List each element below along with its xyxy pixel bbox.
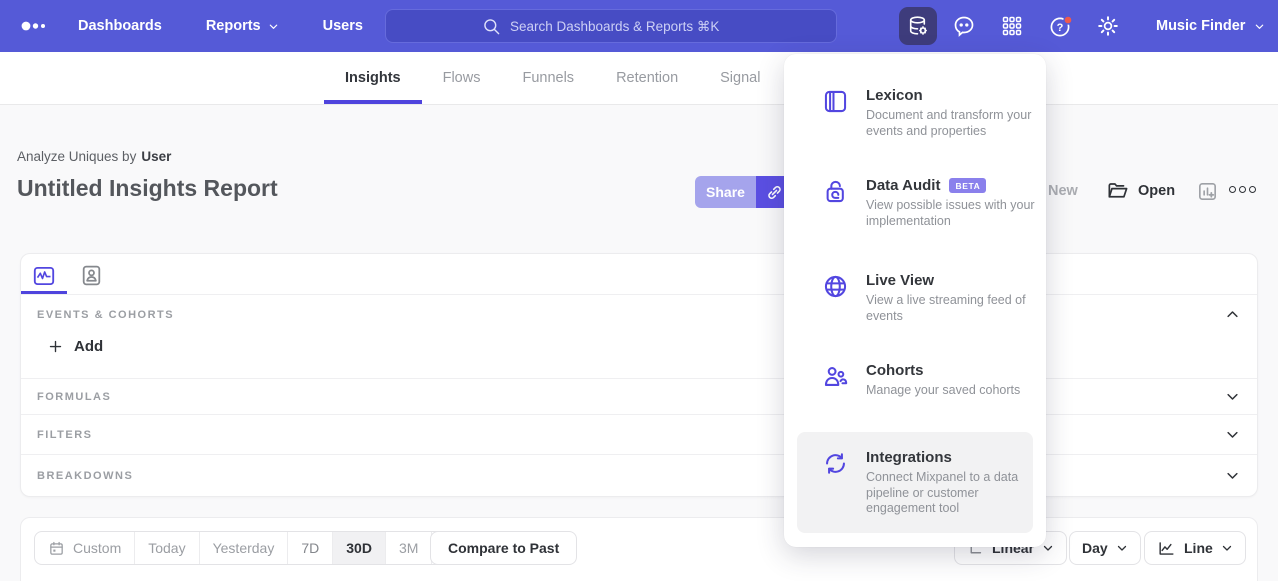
add-to-dashboard-button[interactable] [1196, 180, 1219, 203]
share-button[interactable]: Share [695, 176, 756, 208]
add-event-button[interactable]: Add [48, 338, 103, 355]
menu-item-integrations[interactable]: Integrations Connect Mixpanel to a data … [822, 449, 1030, 517]
more-options-button[interactable] [1229, 186, 1256, 193]
interval-dropdown[interactable]: Day [1069, 531, 1141, 565]
chevron-down-icon [1227, 431, 1238, 438]
active-tab-underline [21, 291, 67, 294]
date-yesterday-button[interactable]: Yesterday [198, 532, 288, 564]
apps-grid-button[interactable] [1000, 14, 1024, 38]
menu-item-lexicon[interactable]: Lexicon Document and transform your even… [822, 87, 1031, 139]
menu-item-cohorts[interactable]: Cohorts Manage your saved cohorts [822, 362, 1030, 399]
data-audit-lock-icon [826, 180, 844, 203]
date-today-button[interactable]: Today [134, 532, 198, 564]
chevron-down-icon [1227, 393, 1238, 400]
nav-reports[interactable]: Reports [206, 18, 279, 34]
calendar-icon [50, 541, 63, 555]
grid-icon [1002, 16, 1022, 36]
gear-icon [1098, 16, 1118, 36]
chevron-down-icon [1256, 24, 1264, 29]
tab-flows[interactable]: Flows [442, 70, 481, 86]
chart-add-icon [1199, 183, 1216, 200]
chevron-down-icon [1227, 472, 1238, 479]
filters-section-row[interactable]: FILTERS [21, 414, 1257, 454]
query-builder-panel: EVENTS & COHORTS Add FORMULAS FILTERS BR… [20, 253, 1258, 497]
breakdowns-section-row[interactable]: BREAKDOWNS [21, 454, 1257, 496]
filters-header: FILTERS [37, 428, 93, 441]
tab-funnels[interactable]: Funnels [522, 70, 575, 86]
notification-dot [1063, 15, 1073, 25]
lexicon-book-icon [824, 90, 847, 113]
cohorts-people-icon [824, 367, 848, 386]
formulas-header: FORMULAS [37, 390, 112, 403]
tab-user-profiles[interactable] [79, 263, 105, 289]
collapse-events-button[interactable] [1225, 307, 1240, 322]
chevron-up-icon [1227, 311, 1238, 318]
data-management-button[interactable] [899, 7, 937, 45]
link-icon [767, 185, 781, 199]
svg-text:?: ? [1057, 22, 1064, 34]
globe-icon [824, 275, 847, 298]
project-switcher[interactable]: Music Finder [1156, 0, 1265, 52]
line-chart-icon [1159, 541, 1174, 555]
builder-sections: FORMULAS FILTERS BREAKDOWNS [21, 378, 1257, 496]
analysis-entity[interactable]: User [141, 149, 172, 164]
user-card-icon [82, 265, 101, 286]
date-30d-button[interactable]: 30D [332, 532, 385, 564]
compare-to-past-button[interactable]: Compare to Past [430, 531, 578, 565]
share-split-button: Share [695, 176, 792, 208]
chevron-down-icon [1222, 545, 1231, 551]
global-search[interactable] [385, 9, 837, 43]
chart-controls-panel: Custom Today Yesterday 7D 30D 3M 6M 12M … [20, 517, 1258, 581]
chart-type-dropdown[interactable]: Line [1144, 531, 1246, 565]
date-3m-button[interactable]: 3M [384, 532, 431, 564]
chevron-down-icon [269, 24, 277, 29]
database-gear-icon [909, 16, 927, 35]
beta-badge: BETA [949, 178, 987, 193]
settings-button[interactable] [1096, 14, 1120, 38]
tab-metrics-chart[interactable] [31, 263, 57, 289]
search-icon [484, 18, 500, 34]
menu-item-highlight [797, 432, 1033, 533]
analysis-subtitle: Analyze Uniques by User [17, 149, 172, 164]
report-tabs: Insights Flows Funnels Retention Signal … [324, 52, 846, 104]
data-management-menu: Lexicon Document and transform your even… [784, 54, 1046, 547]
open-report-button[interactable]: Open [1106, 179, 1175, 202]
search-input[interactable] [510, 18, 740, 34]
feedback-button[interactable] [952, 14, 976, 38]
folder-icon [1108, 183, 1128, 198]
integrations-sync-icon [826, 453, 845, 474]
nav-users[interactable]: Users [322, 18, 363, 34]
nav-dashboards[interactable]: Dashboards [78, 18, 162, 34]
plus-icon [49, 340, 62, 353]
chevron-down-icon [1117, 545, 1126, 551]
page-title[interactable]: Untitled Insights Report [17, 175, 278, 201]
date-7d-button[interactable]: 7D [287, 532, 332, 564]
breakdowns-header: BREAKDOWNS [37, 469, 134, 482]
formulas-section-row[interactable]: FORMULAS [21, 378, 1257, 414]
tab-signal[interactable]: Signal [720, 70, 761, 86]
help-icon: ? [1050, 15, 1073, 37]
date-custom-button[interactable]: Custom [35, 532, 134, 564]
help-button[interactable]: ? [1048, 14, 1073, 38]
tab-insights[interactable]: Insights [324, 52, 422, 104]
menu-item-data-audit[interactable]: Data Audit BETA View possible issues wit… [822, 177, 1035, 229]
project-name: Music Finder [1156, 18, 1246, 34]
chevron-down-icon [1043, 545, 1053, 551]
primary-nav: Dashboards Reports Users [78, 0, 363, 52]
new-report-button[interactable]: New [1048, 183, 1078, 199]
divider [21, 294, 1257, 295]
tab-retention[interactable]: Retention [616, 70, 679, 86]
mixpanel-logo-icon[interactable] [20, 19, 50, 33]
top-navigation-bar: Dashboards Reports Users [0, 0, 1278, 52]
menu-item-live-view[interactable]: Live View View a live streaming feed of … [822, 272, 1030, 324]
speech-bubble-icon [954, 16, 974, 37]
report-tabs-bar: Insights Flows Funnels Retention Signal … [0, 52, 1278, 105]
chart-pulse-icon [33, 266, 55, 286]
events-cohorts-header: EVENTS & COHORTS [37, 309, 175, 321]
